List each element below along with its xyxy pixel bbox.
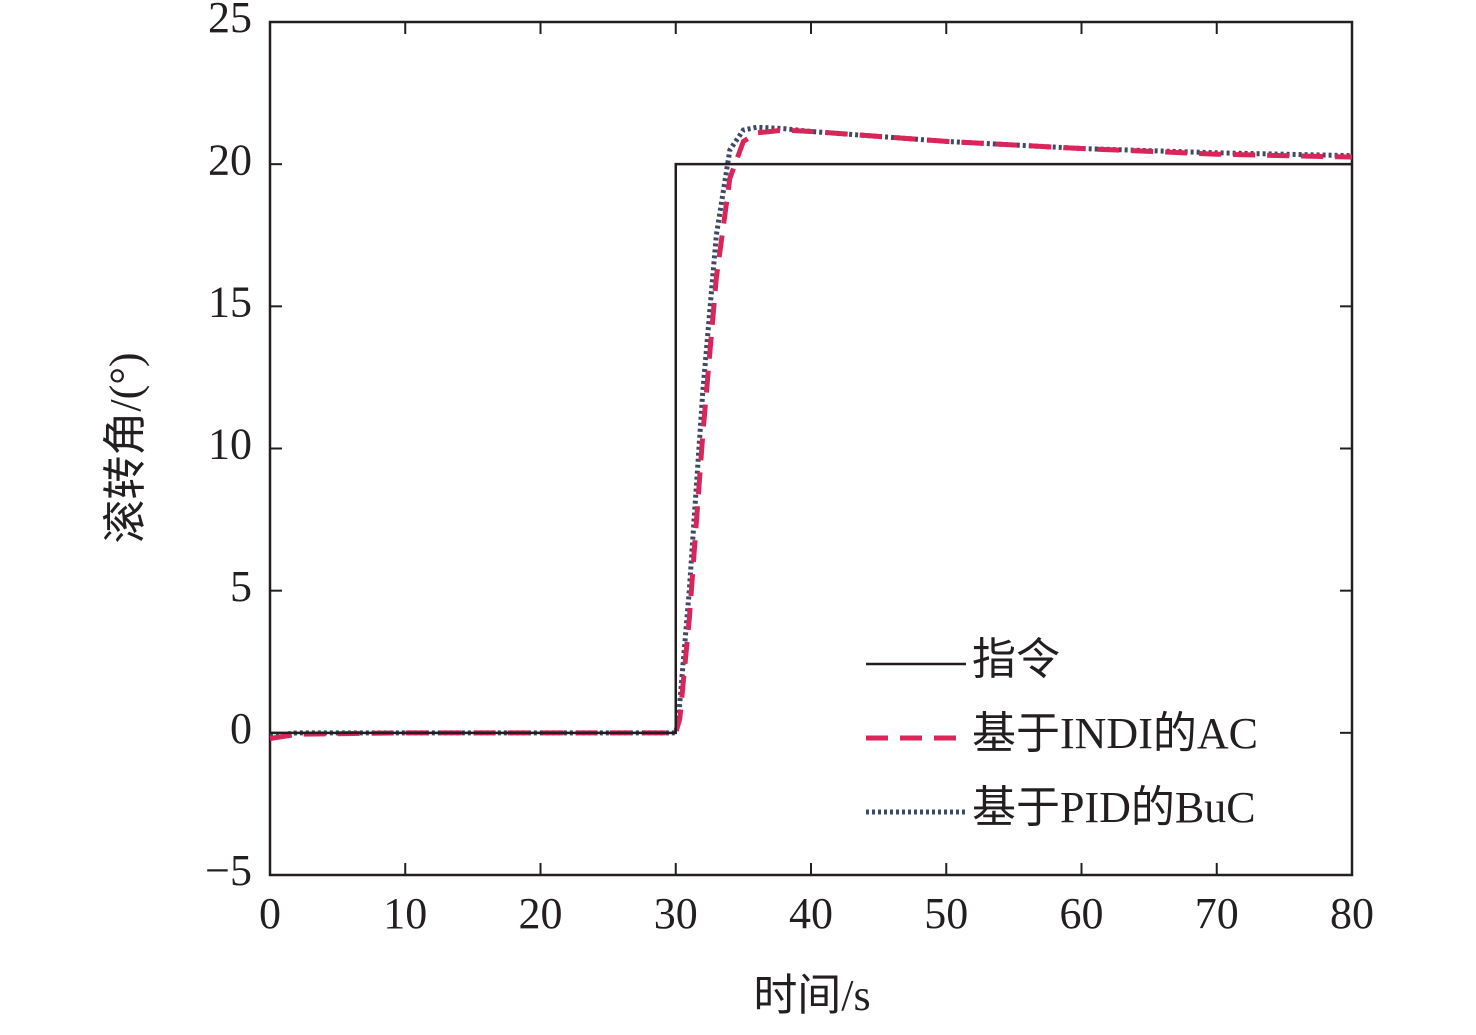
series-line (269, 124, 1353, 739)
y-tick-label: 5 (230, 562, 252, 611)
x-axis-label: 时间/s (753, 971, 870, 1020)
plot-frame (268, 20, 1354, 877)
legend-label: 指令 (972, 635, 1060, 684)
legend-label: 基于INDI的AC (972, 709, 1258, 758)
y-tick-label: 0 (230, 704, 252, 753)
series-line (270, 162, 1352, 735)
x-tick-label: 50 (924, 889, 968, 938)
x-tick-label: 80 (1330, 889, 1374, 938)
y-tick-label: 15 (208, 277, 252, 326)
y-tick-label: 10 (208, 420, 252, 469)
legend-label: 基于PID的BuC (972, 783, 1256, 832)
x-tick-label: 20 (519, 889, 563, 938)
y-tick-label: 20 (208, 135, 252, 184)
x-tick-label: 70 (1195, 889, 1239, 938)
y-tick-label: 25 (208, 0, 252, 42)
x-tick-label: 40 (789, 889, 833, 938)
x-tick-label: 30 (654, 889, 698, 938)
series-line (269, 127, 1353, 741)
x-tick-label: 10 (383, 889, 427, 938)
x-tick-label: 60 (1060, 889, 1104, 938)
y-tick-label: −5 (205, 846, 252, 895)
x-tick-label: 0 (259, 889, 281, 938)
y-axis-label: 滚转角/(°) (101, 352, 150, 543)
